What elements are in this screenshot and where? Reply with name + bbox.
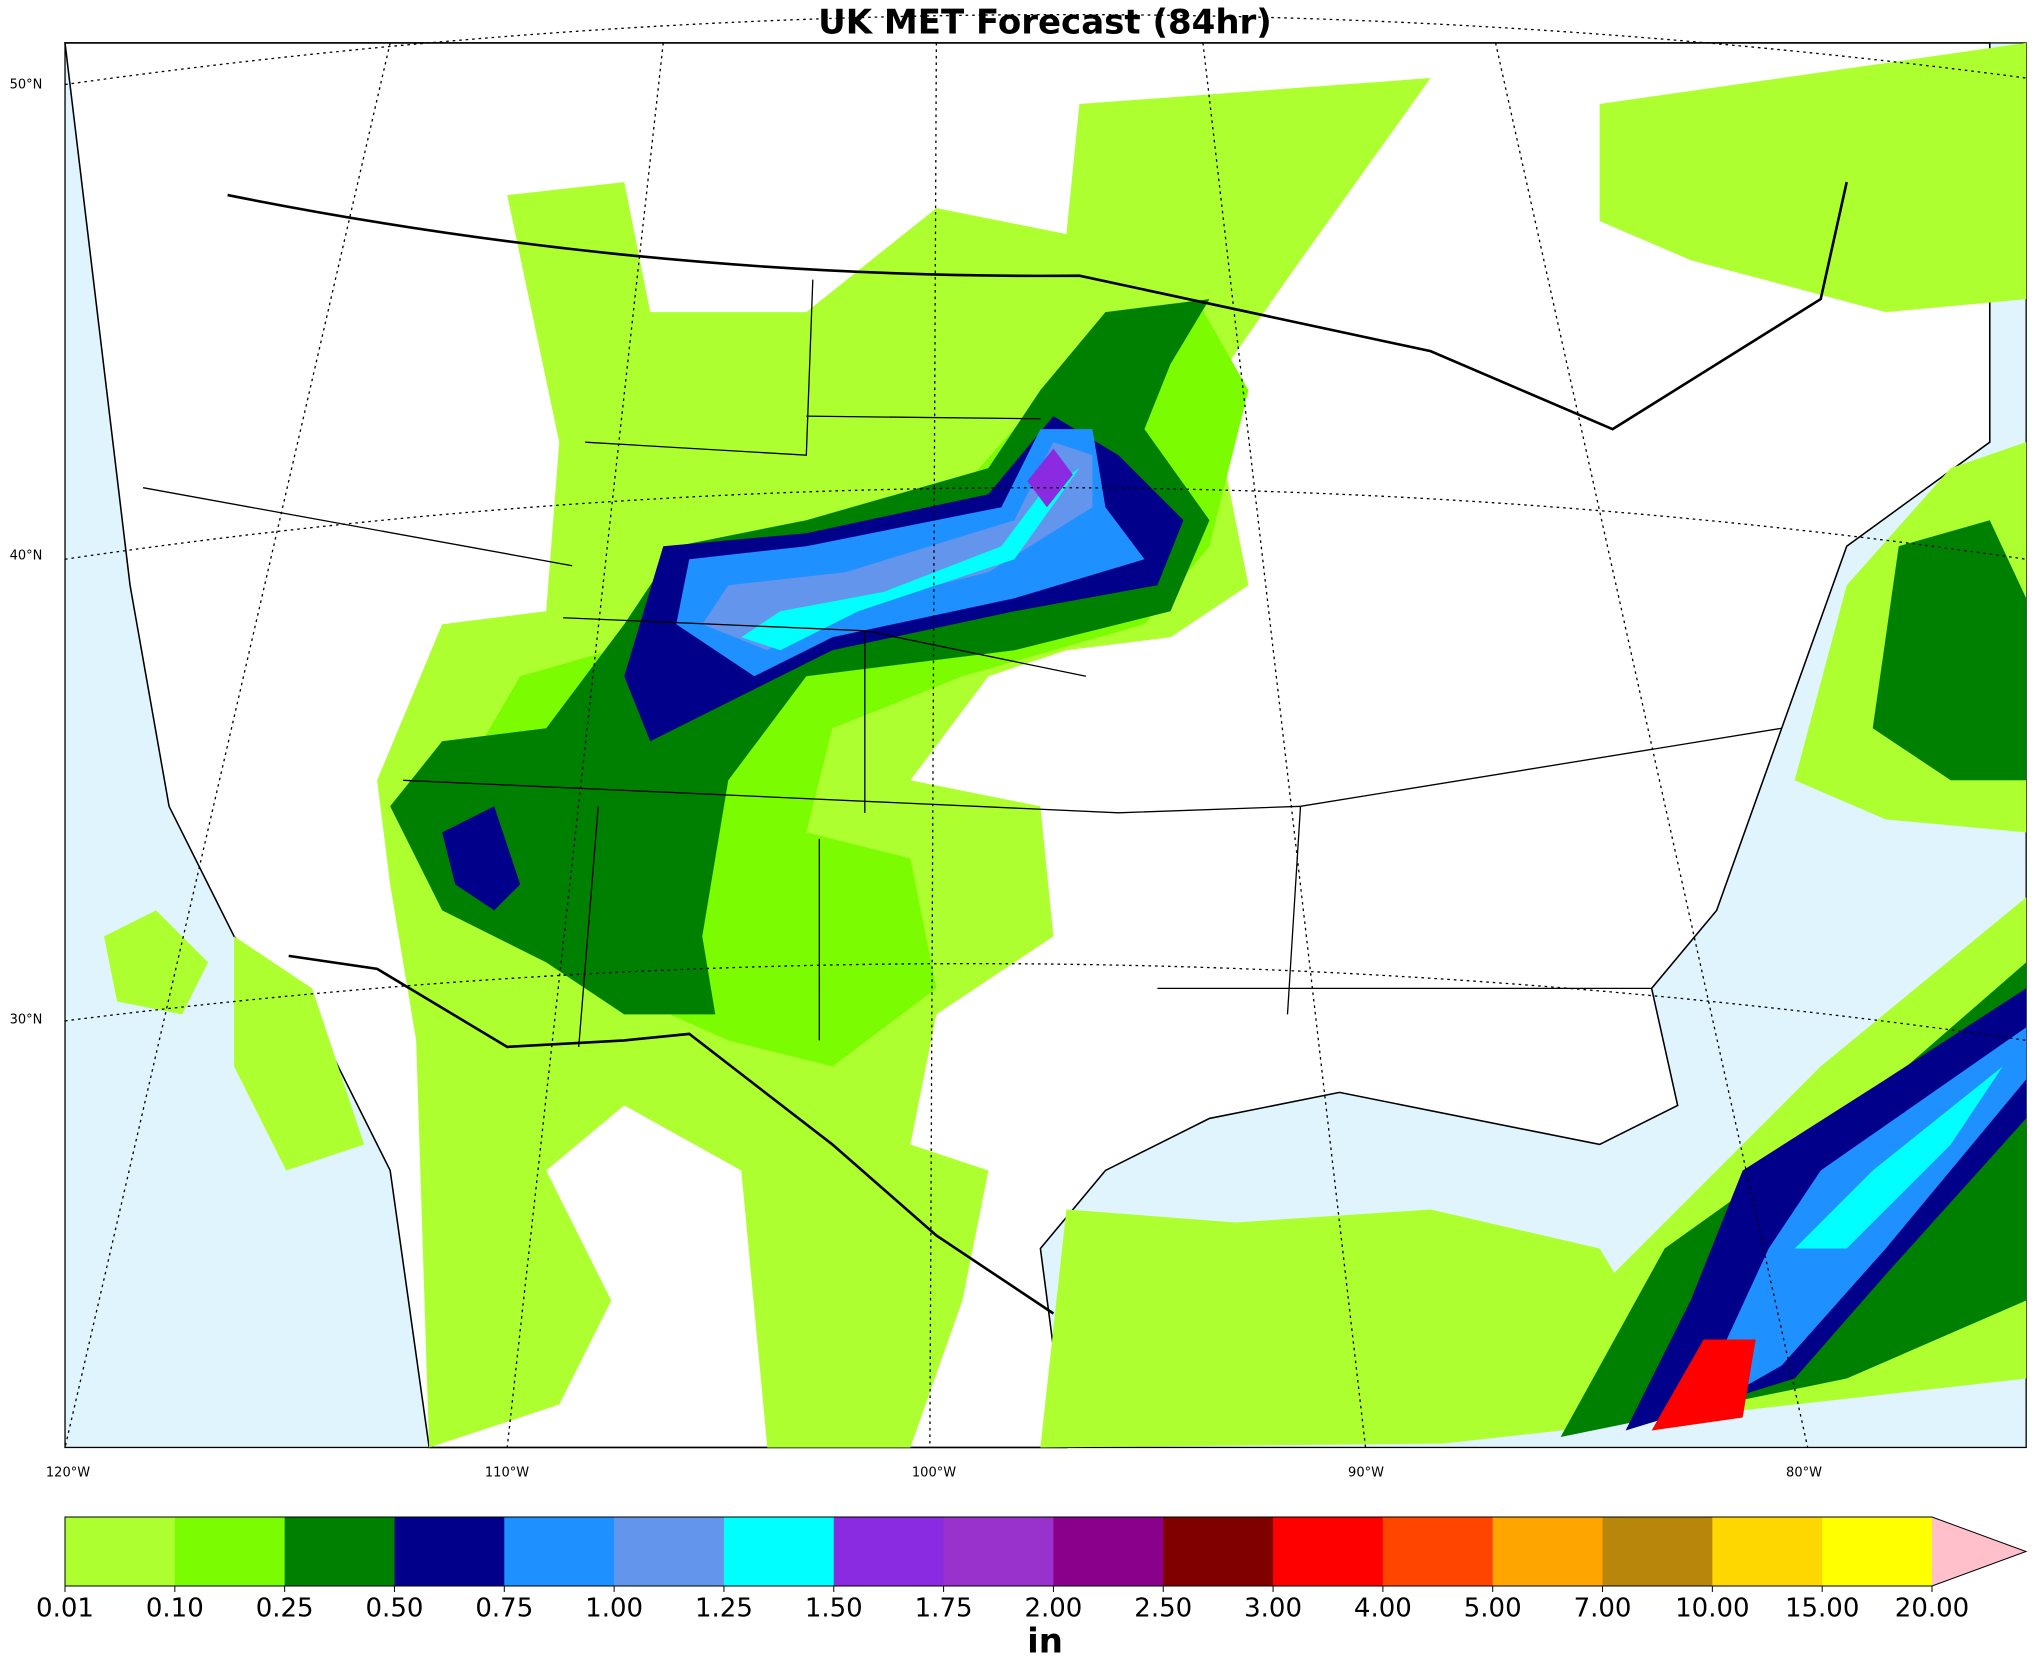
- colorbar-box: [1273, 1517, 1384, 1586]
- map: [64, 13, 2027, 1449]
- colorbar-extend: [1932, 1517, 2026, 1586]
- colorbar-box: [504, 1517, 615, 1586]
- colorbar-box: [833, 1517, 945, 1586]
- colorbar-box: [1382, 1517, 1494, 1586]
- longitude-label: 90°W: [1348, 1466, 1384, 1481]
- colorbar-label: 0.75: [475, 1594, 533, 1624]
- colorbar-label: 15.00: [1785, 1594, 1859, 1624]
- colorbar-label: 4.00: [1354, 1594, 1412, 1624]
- precip-shading: [104, 42, 2027, 1448]
- latitude-labels: 50°N 40°N 30°N: [10, 78, 43, 1028]
- colorbar-label: 1.75: [915, 1594, 973, 1624]
- longitude-label: 110°W: [485, 1466, 529, 1481]
- colorbar-box: [1053, 1517, 1164, 1586]
- colorbar-label: 2.50: [1134, 1594, 1192, 1624]
- colorbar-label: 20.00: [1895, 1594, 1969, 1624]
- colorbar-label: 0.01: [36, 1594, 94, 1624]
- colorbar-unit: in: [1027, 1622, 1063, 1662]
- colorbar-label: 3.00: [1244, 1594, 1302, 1624]
- colorbar-label: 1.25: [695, 1594, 753, 1624]
- state-lines: [142, 279, 1782, 1047]
- colorbar-label: 2.00: [1024, 1594, 1082, 1624]
- colorbar-box: [1712, 1517, 1823, 1586]
- longitude-label: 80°W: [1786, 1466, 1822, 1481]
- colorbar-box: [943, 1517, 1054, 1586]
- title: UK MET Forecast (84hr): [818, 3, 1272, 43]
- latitude-label: 50°N: [10, 78, 43, 93]
- colorbar-label: 0.50: [366, 1594, 424, 1624]
- colorbar-label: 0.25: [256, 1594, 314, 1624]
- colorbar-label: 7.00: [1574, 1594, 1632, 1624]
- colorbar-box: [723, 1517, 835, 1586]
- colorbar-label: 1.00: [585, 1594, 643, 1624]
- colorbar-box: [65, 1517, 176, 1586]
- longitude-labels: 120°W 110°W 100°W 90°W 80°W: [46, 1466, 1822, 1481]
- colorbar-label: 5.00: [1464, 1594, 1522, 1624]
- latitude-label: 30°N: [10, 1013, 43, 1028]
- longitude-label: 100°W: [912, 1466, 956, 1481]
- colorbar-box: [174, 1517, 286, 1586]
- colorbar-label: 10.00: [1675, 1594, 1749, 1624]
- borders: [227, 181, 1848, 1315]
- colorbar-box: [284, 1517, 395, 1586]
- latitude-label: 40°N: [10, 549, 43, 564]
- graticule: [64, 13, 2027, 1448]
- colorbar-label: 1.50: [805, 1594, 863, 1624]
- colorbar: 0.01 0.10 0.25 0.50 0.75 1.00 1.25 1.50 1.75 2.00…: [36, 1516, 2028, 1662]
- colorbar-box: [1492, 1517, 1604, 1586]
- longitude-label: 120°W: [46, 1466, 90, 1481]
- colorbar-outline: [64, 1516, 2028, 1587]
- colorbar-box: [1822, 1517, 1933, 1586]
- colorbar-label: 0.10: [146, 1594, 204, 1624]
- colorbar-box: [1163, 1517, 1274, 1586]
- colorbar-box: [1602, 1517, 1713, 1586]
- colorbar-box: [394, 1517, 505, 1586]
- colorbar-box: [614, 1517, 725, 1586]
